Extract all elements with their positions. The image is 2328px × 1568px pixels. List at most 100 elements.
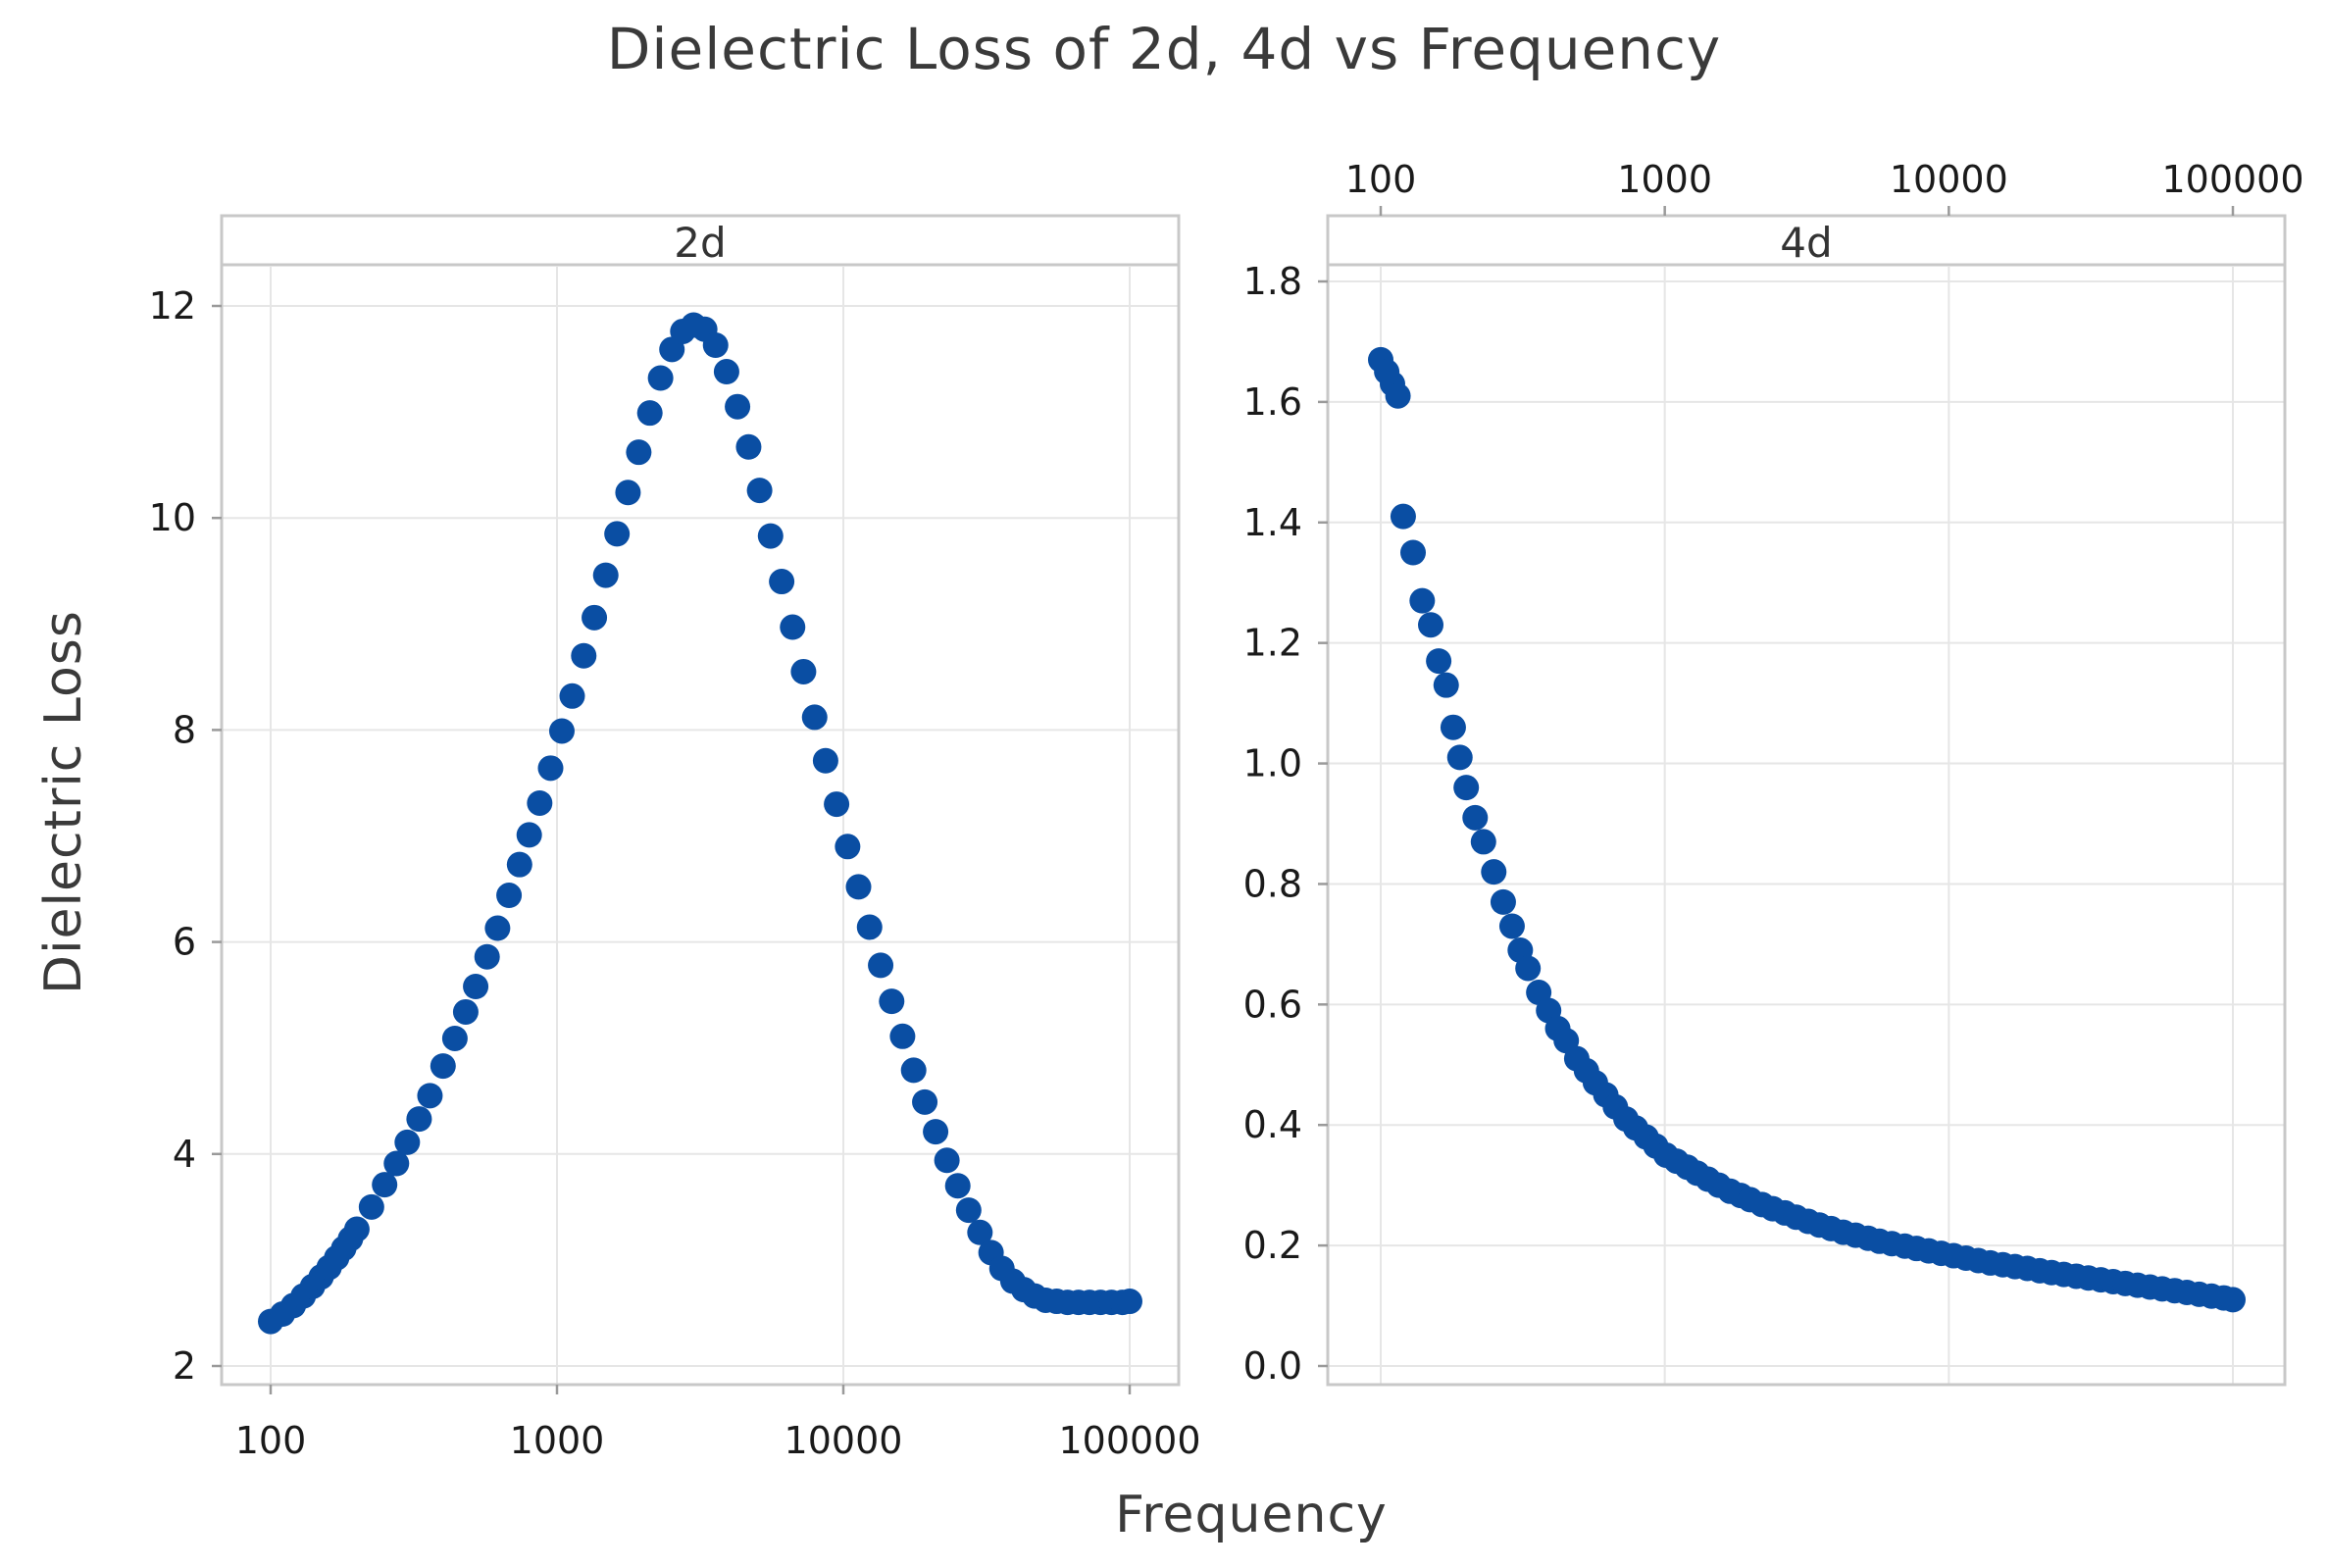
x-tick-label: 100000 bbox=[1058, 1419, 1200, 1462]
data-point-2d bbox=[934, 1147, 960, 1174]
x-tick-label: 100 bbox=[235, 1419, 307, 1462]
data-point-2d bbox=[417, 1083, 443, 1109]
data-point-4d bbox=[1446, 744, 1473, 771]
data-point-2d bbox=[923, 1119, 949, 1145]
data-point-2d bbox=[647, 365, 674, 391]
series-2d bbox=[258, 312, 1142, 1335]
data-point-2d bbox=[835, 834, 861, 860]
data-point-4d bbox=[1418, 612, 1444, 638]
data-point-2d bbox=[537, 755, 564, 782]
data-point-2d bbox=[780, 614, 806, 640]
chart-title: Dielectric Loss of 2d, 4d vs Frequency bbox=[607, 16, 1722, 82]
data-point-2d bbox=[615, 480, 641, 506]
data-point-2d bbox=[912, 1088, 938, 1115]
y-tick-label: 8 bbox=[173, 708, 196, 751]
data-point-2d bbox=[889, 1023, 916, 1049]
y-axis-ticks-4d: 0.0 0.2 0.4 0.6 0.8 1.0 1.2 1.4 1.6 1.8 bbox=[1243, 260, 1328, 1388]
data-point-2d bbox=[571, 642, 597, 669]
x-tick-label: 100 bbox=[1345, 158, 1417, 201]
data-point-2d bbox=[548, 718, 575, 744]
y-tick-label: 1.6 bbox=[1243, 380, 1302, 424]
data-point-4d bbox=[1515, 955, 1542, 982]
y-tick-label: 6 bbox=[173, 921, 196, 964]
data-point-2d bbox=[406, 1106, 432, 1133]
data-point-2d bbox=[516, 822, 542, 848]
data-point-4d bbox=[1440, 714, 1466, 740]
data-point-2d bbox=[725, 393, 751, 420]
data-point-4d bbox=[1385, 382, 1411, 409]
y-tick-label: 0.2 bbox=[1243, 1224, 1302, 1267]
data-point-2d bbox=[441, 1025, 468, 1051]
data-point-2d bbox=[879, 988, 905, 1015]
data-point-2d bbox=[604, 521, 631, 547]
data-point-2d bbox=[559, 683, 585, 709]
data-point-4d bbox=[2220, 1287, 2246, 1313]
data-point-2d bbox=[746, 478, 773, 504]
data-point-2d bbox=[452, 998, 479, 1025]
panel-2d: 2d 2 4 6 8 10 12 100 1000 10000 100000 bbox=[149, 214, 1201, 1462]
data-point-4d bbox=[1490, 888, 1516, 915]
data-point-4d bbox=[1481, 859, 1507, 885]
y-tick-label: 0.0 bbox=[1243, 1344, 1302, 1388]
data-point-2d bbox=[592, 562, 619, 588]
x-tick-label: 100000 bbox=[2161, 158, 2303, 201]
data-point-2d bbox=[790, 658, 817, 684]
data-point-2d bbox=[484, 915, 511, 941]
strip-label-2d: 2d bbox=[674, 219, 726, 267]
data-point-4d bbox=[1433, 672, 1459, 698]
y-tick-label: 12 bbox=[149, 284, 196, 328]
grid-2d bbox=[222, 267, 1179, 1385]
data-point-2d bbox=[967, 1219, 993, 1245]
data-point-2d bbox=[358, 1193, 384, 1220]
data-point-2d bbox=[506, 851, 532, 878]
data-point-2d bbox=[582, 604, 608, 631]
x-tick-label: 10000 bbox=[784, 1419, 903, 1462]
y-axis-label: Dielectric Loss bbox=[34, 610, 93, 994]
data-point-2d bbox=[824, 791, 850, 818]
data-point-2d bbox=[955, 1197, 982, 1224]
data-point-2d bbox=[474, 943, 500, 970]
data-point-2d bbox=[636, 400, 663, 427]
data-point-2d bbox=[735, 433, 762, 460]
data-point-2d bbox=[372, 1172, 398, 1198]
grid-4d bbox=[1328, 267, 2285, 1385]
y-tick-label: 0.8 bbox=[1243, 862, 1302, 905]
x-axis-ticks-4d: 100 1000 10000 100000 bbox=[1345, 158, 2304, 216]
y-tick-label: 1.8 bbox=[1243, 260, 1302, 303]
data-point-4d bbox=[1409, 587, 1436, 614]
data-point-2d bbox=[868, 952, 894, 979]
data-point-2d bbox=[626, 439, 652, 466]
y-axis-ticks-2d: 2 4 6 8 10 12 bbox=[149, 284, 222, 1388]
y-tick-label: 10 bbox=[149, 496, 196, 539]
data-point-4d bbox=[1453, 775, 1480, 801]
y-tick-label: 1.0 bbox=[1243, 742, 1302, 785]
panel-4d: 4d 0.00.20.40.60.81.01.21.41.61.8 100 100… bbox=[1243, 158, 2304, 1388]
data-point-2d bbox=[812, 747, 838, 774]
x-tick-label: 1000 bbox=[510, 1419, 605, 1462]
y-tick-label: 2 bbox=[173, 1344, 196, 1388]
strip-label-4d: 4d bbox=[1780, 219, 1832, 267]
data-point-2d bbox=[900, 1057, 927, 1084]
data-point-2d bbox=[527, 789, 553, 816]
data-point-4d bbox=[1462, 804, 1489, 831]
x-axis-label: Frequency bbox=[1115, 1486, 1388, 1544]
data-point-2d bbox=[496, 883, 523, 909]
y-tick-label: 1.4 bbox=[1243, 501, 1302, 544]
series-4d bbox=[1368, 346, 2246, 1313]
data-point-2d bbox=[702, 331, 729, 358]
x-axis-ticks-2d: 100 1000 10000 100000 bbox=[235, 1385, 1201, 1462]
x-tick-label: 1000 bbox=[1617, 158, 1712, 201]
data-point-2d bbox=[383, 1150, 410, 1177]
data-point-2d bbox=[394, 1129, 421, 1155]
data-point-2d bbox=[1117, 1289, 1142, 1315]
data-point-2d bbox=[845, 874, 872, 900]
data-point-2d bbox=[769, 569, 795, 595]
data-point-2d bbox=[463, 974, 489, 1000]
data-point-2d bbox=[856, 914, 883, 940]
data-point-2d bbox=[801, 704, 828, 731]
data-point-4d bbox=[1400, 539, 1427, 566]
data-point-2d bbox=[343, 1216, 370, 1242]
data-point-4d bbox=[1390, 503, 1416, 530]
data-point-2d bbox=[757, 523, 784, 549]
